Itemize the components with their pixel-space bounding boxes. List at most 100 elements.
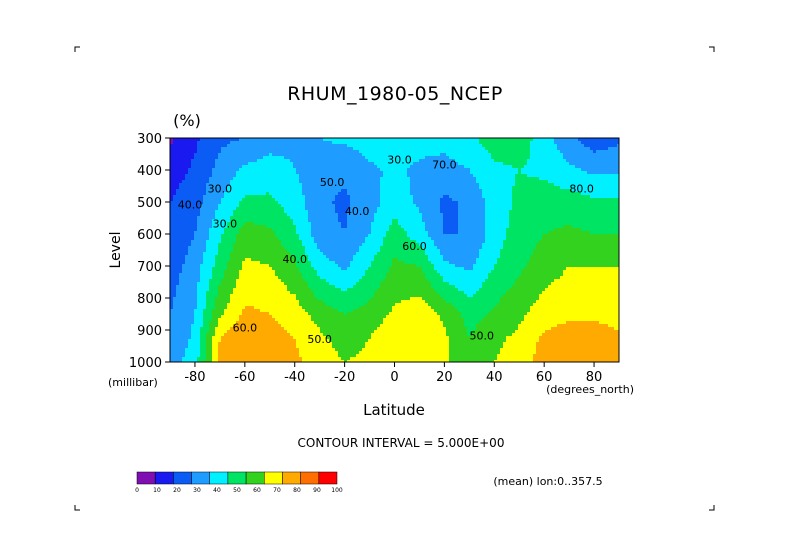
heatmap-cell — [512, 165, 515, 168]
heatmap-cell — [344, 198, 347, 201]
heatmap-cell — [509, 168, 512, 171]
heatmap-cell — [494, 171, 497, 174]
heatmap-cell — [578, 153, 581, 156]
heatmap-cell — [443, 210, 446, 213]
heatmap-cell — [500, 231, 503, 234]
heatmap-cell — [536, 165, 539, 168]
heatmap-cell — [257, 147, 260, 150]
heatmap-cell — [371, 153, 374, 156]
heatmap-cell — [575, 228, 578, 231]
heatmap-cell — [569, 141, 572, 144]
heatmap-cell — [347, 168, 350, 171]
heatmap-cell — [512, 171, 515, 174]
heatmap-cell — [305, 189, 308, 192]
heatmap-cell — [407, 183, 410, 186]
heatmap-cell — [539, 216, 542, 219]
heatmap-cell — [251, 168, 254, 171]
heatmap-cell — [386, 234, 389, 237]
heatmap-cell — [200, 141, 203, 144]
heatmap-cell — [218, 174, 221, 177]
heatmap-cell — [371, 168, 374, 171]
heatmap-cell — [263, 204, 266, 207]
heatmap-cell — [569, 198, 572, 201]
heatmap-cell — [422, 156, 425, 159]
heatmap-cell — [305, 219, 308, 222]
heatmap-cell — [584, 219, 587, 222]
heatmap-cell — [551, 222, 554, 225]
heatmap-cell — [509, 219, 512, 222]
heatmap-cell — [455, 180, 458, 183]
heatmap-cell — [614, 234, 617, 237]
heatmap-cell — [470, 231, 473, 234]
heatmap-cell — [440, 216, 443, 219]
heatmap-cell — [248, 153, 251, 156]
heatmap-cell — [194, 234, 197, 237]
heatmap-cell — [386, 201, 389, 204]
heatmap-cell — [509, 204, 512, 207]
heatmap-cell — [194, 153, 197, 156]
heatmap-cell — [509, 216, 512, 219]
heatmap-cell — [599, 225, 602, 228]
heatmap-cell — [314, 216, 317, 219]
heatmap-cell — [488, 177, 491, 180]
heatmap-cell — [218, 216, 221, 219]
heatmap-cell — [311, 153, 314, 156]
heatmap-cell — [506, 147, 509, 150]
heatmap-cell — [191, 201, 194, 204]
heatmap-cell — [266, 183, 269, 186]
heatmap-cell — [296, 174, 299, 177]
heatmap-cell — [320, 225, 323, 228]
heatmap-cell — [518, 210, 521, 213]
heatmap-cell — [467, 147, 470, 150]
heatmap-cell — [599, 183, 602, 186]
heatmap-cell — [215, 186, 218, 189]
heatmap-cell — [365, 207, 368, 210]
heatmap-cell — [374, 150, 377, 153]
heatmap-cell — [227, 216, 230, 219]
heatmap-cell — [326, 189, 329, 192]
heatmap-cell — [515, 150, 518, 153]
heatmap-cell — [248, 150, 251, 153]
heatmap-cell — [536, 159, 539, 162]
heatmap-cell — [197, 234, 200, 237]
heatmap-cell — [614, 207, 617, 210]
heatmap-cell — [479, 147, 482, 150]
heatmap-cell — [311, 231, 314, 234]
heatmap-cell — [431, 165, 434, 168]
heatmap-cell — [557, 141, 560, 144]
heatmap-cell — [215, 201, 218, 204]
heatmap-cell — [353, 156, 356, 159]
heatmap-cell — [395, 168, 398, 171]
heatmap-cell — [320, 156, 323, 159]
heatmap-cell — [389, 141, 392, 144]
heatmap-cell — [422, 159, 425, 162]
heatmap-cell — [590, 165, 593, 168]
heatmap-cell — [287, 237, 290, 240]
heatmap-cell — [269, 207, 272, 210]
heatmap-cell — [554, 204, 557, 207]
heatmap-cell — [413, 219, 416, 222]
heatmap-cell — [566, 138, 569, 141]
heatmap-cell — [200, 192, 203, 195]
heatmap-cell — [614, 210, 617, 213]
heatmap-cell — [581, 213, 584, 216]
heatmap-cell — [446, 231, 449, 234]
heatmap-cell — [302, 171, 305, 174]
heatmap-cell — [500, 180, 503, 183]
heatmap-cell — [272, 198, 275, 201]
heatmap-cell — [272, 201, 275, 204]
heatmap-cell — [473, 162, 476, 165]
heatmap-cell — [203, 186, 206, 189]
heatmap-cell — [338, 192, 341, 195]
heatmap-cell — [410, 234, 413, 237]
heatmap-cell — [245, 222, 248, 225]
heatmap-cell — [179, 159, 182, 162]
heatmap-cell — [506, 192, 509, 195]
heatmap-cell — [344, 207, 347, 210]
heatmap-cell — [227, 210, 230, 213]
heatmap-cell — [305, 174, 308, 177]
heatmap-cell — [449, 138, 452, 141]
heatmap-cell — [440, 159, 443, 162]
heatmap-cell — [320, 177, 323, 180]
heatmap-cell — [236, 177, 239, 180]
